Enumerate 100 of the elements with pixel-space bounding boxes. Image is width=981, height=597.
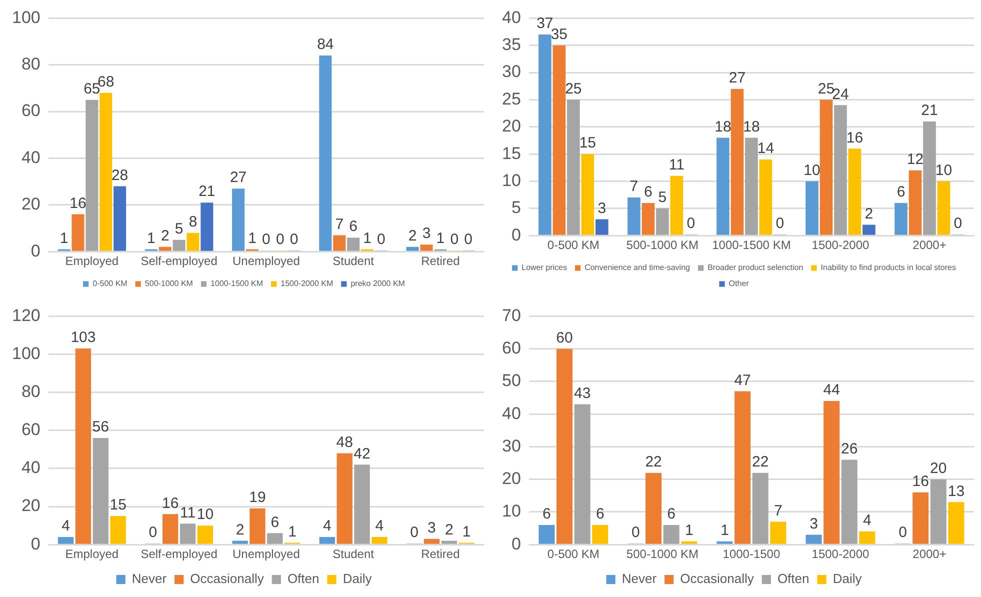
data-label: 6: [542, 506, 551, 523]
data-label: 11: [668, 156, 684, 174]
x-tick-label: Self-employed: [140, 547, 218, 562]
legend-label: Broader product selenction: [708, 263, 804, 272]
y-tick-label: 20: [21, 194, 40, 214]
x-tick-label: Unemployed: [232, 254, 300, 268]
data-label: 2: [160, 228, 170, 245]
data-label: 10: [196, 506, 214, 524]
bar: [319, 56, 332, 251]
bar: [336, 453, 352, 544]
y-tick-label: 0: [30, 241, 40, 260]
x-tick-label: Employed: [65, 547, 119, 562]
bar: [538, 525, 555, 544]
bar: [100, 92, 112, 251]
data-label: 6: [896, 184, 906, 201]
data-label: 21: [198, 183, 216, 200]
y-tick-label: 100: [12, 8, 40, 27]
y-tick-label: 40: [21, 458, 40, 478]
data-label: 1: [147, 230, 156, 247]
data-label: 16: [162, 494, 179, 512]
bar: [681, 541, 698, 544]
data-label: 3: [810, 515, 818, 532]
data-label: 2: [236, 521, 244, 538]
data-label: 15: [110, 496, 126, 514]
x-tick-label: 500-1000 KM: [626, 238, 698, 252]
x-tick-label: 1500-2000: [812, 547, 870, 562]
data-label: 3: [598, 200, 606, 217]
x-tick-label: Retired: [421, 547, 460, 562]
legend-label: 1000-1500 KM: [210, 279, 264, 288]
legend-label: Lower prices: [522, 263, 567, 272]
bar: [841, 460, 858, 544]
y-tick-label: 60: [21, 101, 40, 120]
bar: [197, 526, 214, 544]
legend-label: Inability to find products in local stores: [820, 263, 956, 272]
y-tick-label: 80: [21, 54, 40, 74]
bar: [716, 138, 730, 235]
y-tick-label: 0: [511, 534, 521, 554]
x-tick-label: Retired: [421, 254, 460, 268]
x-tick-label: 2000+: [912, 547, 946, 562]
data-label: 18: [743, 118, 760, 136]
bar: [538, 34, 552, 235]
data-label: 5: [658, 189, 667, 206]
bar: [820, 100, 833, 235]
data-label: 15: [579, 134, 596, 152]
bar: [567, 100, 580, 235]
bar: [642, 202, 655, 235]
y-tick-label: 40: [502, 8, 521, 27]
data-label: 60: [556, 329, 573, 346]
bar: [834, 105, 847, 235]
data-label: 13: [948, 482, 965, 500]
data-label: 0: [464, 231, 472, 248]
bar: [824, 401, 840, 544]
data-label: 48: [336, 434, 353, 451]
data-label: 10: [804, 162, 820, 179]
data-label: 44: [823, 382, 840, 399]
data-label: 6: [667, 506, 676, 523]
bar: [354, 464, 370, 544]
data-label: 3: [422, 225, 431, 242]
bar: [937, 181, 950, 235]
data-label: 2: [408, 228, 417, 245]
legend-label: Often: [777, 571, 810, 586]
bar: [745, 138, 758, 235]
y-tick-label: 0: [30, 534, 40, 554]
bar: [424, 538, 440, 544]
data-label: 6: [349, 218, 358, 236]
y-tick-label: 0: [511, 225, 521, 244]
y-tick-label: 80: [21, 382, 40, 402]
data-label: 28: [111, 166, 128, 184]
bar: [441, 540, 457, 544]
x-tick-label: 0-500 KM: [547, 547, 600, 562]
bar: [912, 492, 929, 544]
legend-label: Occasionally: [680, 571, 754, 586]
bar: [806, 534, 822, 544]
bar: [347, 238, 360, 251]
data-label: 1: [436, 230, 445, 247]
bar: [186, 232, 200, 251]
bar: [406, 246, 419, 251]
y-tick-label: 50: [502, 371, 521, 390]
data-label: 2: [444, 521, 454, 538]
legend-label: Daily: [342, 571, 372, 586]
bar: [595, 219, 608, 235]
y-tick-label: 120: [12, 306, 40, 325]
data-label: 0: [954, 215, 962, 232]
x-tick-label: 2000+: [912, 238, 946, 252]
data-label: 6: [596, 506, 604, 523]
bar: [862, 224, 876, 235]
bar: [734, 391, 751, 544]
data-label: 0: [898, 524, 907, 542]
data-label: 56: [92, 418, 109, 436]
bar: [923, 121, 936, 235]
data-label: 3: [428, 520, 436, 537]
data-label: 11: [180, 504, 196, 522]
data-label: 25: [565, 80, 582, 98]
data-label: 84: [317, 36, 334, 54]
data-label: 20: [930, 460, 947, 477]
data-label: 0: [686, 215, 696, 232]
data-label: 4: [375, 518, 384, 535]
data-label: 1: [60, 230, 68, 247]
data-label: 10: [935, 162, 952, 179]
y-tick-label: 70: [502, 306, 521, 325]
